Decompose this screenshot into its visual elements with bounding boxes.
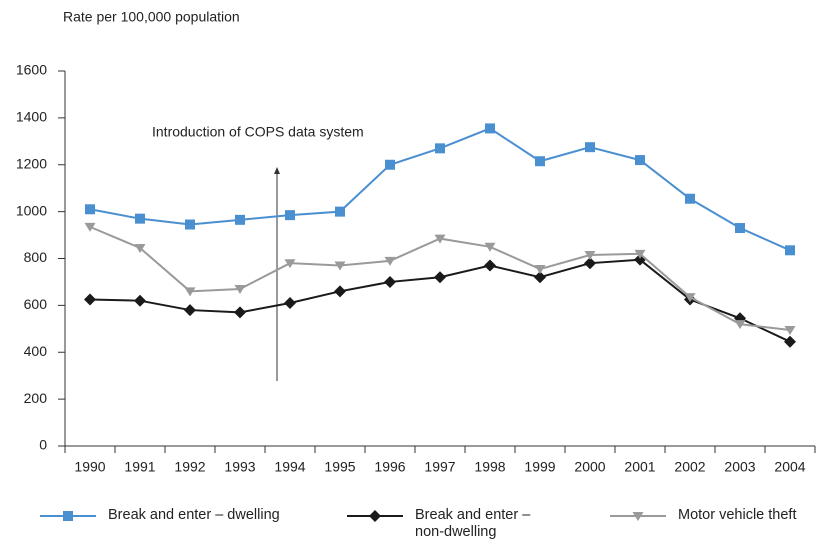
y-tick-label: 800 xyxy=(24,249,48,265)
marker xyxy=(184,304,196,317)
marker xyxy=(684,293,696,303)
x-tick-label: 2004 xyxy=(774,459,805,475)
marker xyxy=(334,285,346,298)
marker xyxy=(434,234,446,244)
legend-label: Break and enter – non-dwelling xyxy=(415,507,531,540)
chart: Rate per 100,000 population Introduction… xyxy=(16,9,816,475)
marker xyxy=(184,287,196,297)
marker xyxy=(334,261,346,271)
y-tick-label: 400 xyxy=(24,343,48,359)
y-axis-label: Rate per 100,000 population xyxy=(63,9,240,25)
x-tick-label: 2000 xyxy=(574,459,605,475)
marker xyxy=(84,293,96,306)
marker xyxy=(434,271,446,284)
y-tick-label: 0 xyxy=(39,437,47,453)
marker xyxy=(384,256,396,266)
marker xyxy=(784,335,796,348)
x-tick-label: 1996 xyxy=(374,459,405,475)
legend-label: Break and enter – dwelling xyxy=(108,507,280,523)
marker xyxy=(634,249,646,259)
y-tick-label: 200 xyxy=(24,390,48,406)
annotation-arrowhead xyxy=(274,167,280,174)
annotation: Introduction of COPS data system xyxy=(152,124,364,140)
marker xyxy=(134,243,146,253)
marker xyxy=(385,159,395,170)
marker xyxy=(135,213,145,224)
marker xyxy=(185,219,195,230)
legend-swatch xyxy=(40,511,96,521)
x-tick-label: 2003 xyxy=(724,459,755,475)
marker xyxy=(632,512,644,521)
legend-swatch xyxy=(610,512,666,521)
x-tick-label: 1990 xyxy=(74,459,105,475)
marker xyxy=(784,325,796,335)
marker xyxy=(284,297,296,310)
marker xyxy=(485,123,495,134)
marker xyxy=(63,511,73,521)
marker xyxy=(585,142,595,153)
legend-item: Break and enter – non-dwelling xyxy=(347,507,540,541)
x-tick-label: 2001 xyxy=(624,459,655,475)
marker xyxy=(534,271,546,284)
marker xyxy=(384,275,396,288)
legend-item: Break and enter – dwelling xyxy=(40,507,348,525)
y-tick-label: 1000 xyxy=(16,202,47,218)
marker xyxy=(369,510,381,522)
x-tick-label: 1993 xyxy=(224,459,255,475)
marker xyxy=(85,204,95,215)
marker xyxy=(735,223,745,234)
marker xyxy=(84,222,96,232)
marker xyxy=(234,284,246,294)
marker xyxy=(535,156,545,167)
marker xyxy=(685,193,695,204)
x-tick-label: 1992 xyxy=(174,459,205,475)
x-tick-label: 1991 xyxy=(124,459,155,475)
marker xyxy=(285,210,295,221)
marker xyxy=(584,257,596,270)
marker xyxy=(234,306,246,319)
x-tick-label: 1999 xyxy=(524,459,555,475)
x-tick-label: 1995 xyxy=(324,459,355,475)
marker xyxy=(235,214,245,225)
marker xyxy=(484,242,496,252)
marker xyxy=(284,259,296,269)
x-tick-label: 2002 xyxy=(674,459,705,475)
y-tick-label: 1400 xyxy=(16,109,47,125)
y-tick-label: 1200 xyxy=(16,155,47,171)
x-tick-label: 1997 xyxy=(424,459,455,475)
x-tick-label: 1994 xyxy=(274,459,305,475)
marker xyxy=(785,245,795,256)
x-tick-label: 1998 xyxy=(474,459,505,475)
legend-swatch xyxy=(347,510,403,522)
marker xyxy=(584,250,596,260)
legend-label: Motor vehicle theft xyxy=(678,507,797,523)
marker xyxy=(335,206,345,217)
marker xyxy=(484,259,496,272)
marker xyxy=(435,143,445,154)
marker xyxy=(734,320,746,330)
marker xyxy=(134,294,146,307)
marker xyxy=(635,155,645,166)
y-tick-label: 1600 xyxy=(16,62,47,78)
y-tick-label: 600 xyxy=(24,296,48,312)
legend-item: Motor vehicle theft xyxy=(610,507,829,525)
marker xyxy=(534,265,546,275)
